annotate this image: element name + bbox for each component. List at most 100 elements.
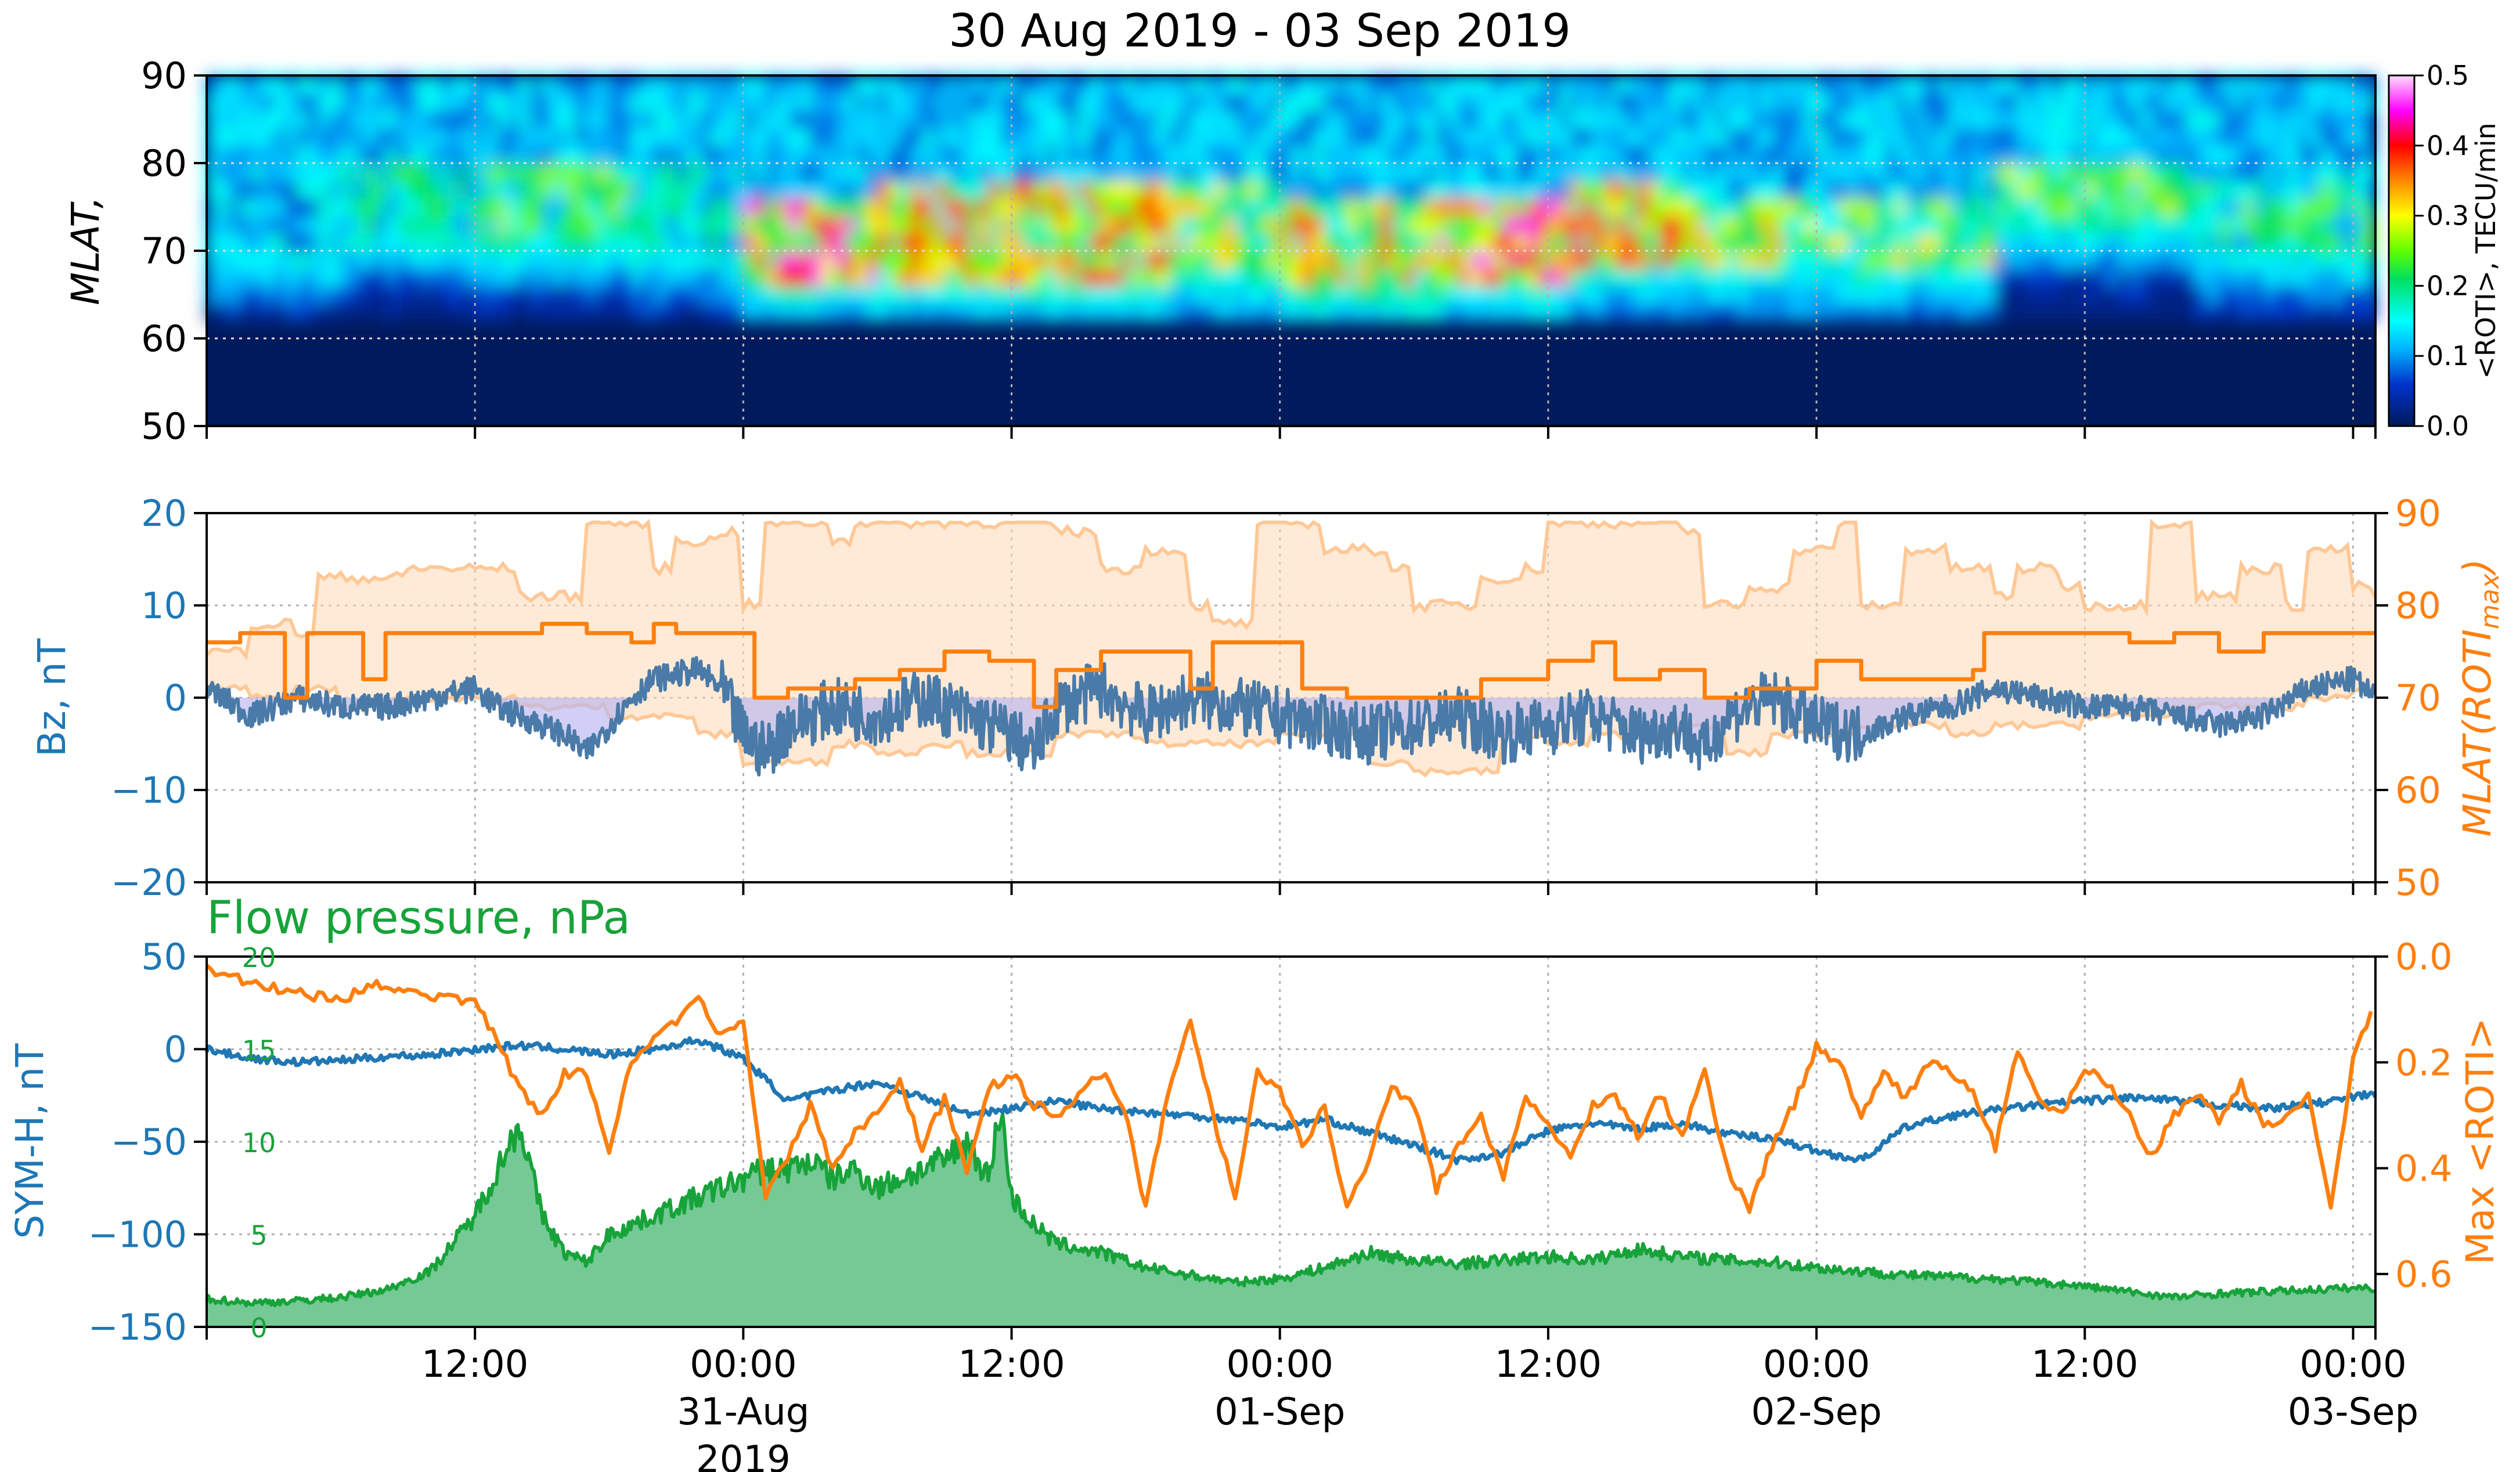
- heatmap-cell: [2196, 198, 2209, 217]
- heatmap-cell: [1201, 303, 1214, 322]
- heatmap-cell: [2040, 215, 2052, 234]
- heatmap-cell: [2163, 215, 2175, 234]
- heatmap-cell: [1190, 163, 1202, 182]
- heatmap-cell: [2297, 93, 2309, 111]
- heatmap-cell: [1861, 163, 1873, 182]
- heatmap-cell: [1604, 110, 1616, 129]
- heatmap-cell: [1347, 110, 1359, 129]
- heatmap-cell: [911, 233, 923, 251]
- heatmap-cell: [1492, 128, 1504, 146]
- heatmap-cell: [1224, 93, 1236, 111]
- heatmap-cell: [218, 268, 230, 287]
- heatmap-cell: [2040, 268, 2052, 287]
- heatmap-cell: [1369, 215, 1382, 234]
- heatmap-cell: [799, 286, 811, 304]
- heatmap-cell: [553, 215, 565, 234]
- heatmap-cell: [352, 303, 364, 322]
- heatmap-cell: [575, 128, 587, 146]
- heatmap-cell: [1592, 251, 1605, 269]
- heatmap-cell: [1268, 93, 1281, 111]
- heatmap-cell: [1045, 110, 1057, 129]
- heatmap-cell: [1481, 75, 1493, 94]
- heatmap-cell: [765, 145, 778, 164]
- heatmap-cell: [2040, 93, 2052, 111]
- heatmap-cell: [1749, 128, 1761, 146]
- heatmap-cell: [1257, 75, 1270, 94]
- heatmap-cell: [1470, 215, 1482, 234]
- heatmap-cell: [1715, 110, 1728, 129]
- heatmap-cell: [654, 181, 666, 199]
- heatmap-cell: [2342, 93, 2354, 111]
- heatmap-cell: [1581, 268, 1594, 287]
- heatmap-cell: [575, 198, 587, 217]
- heatmap-cell: [1727, 128, 1739, 146]
- heatmap-cell: [2163, 93, 2175, 111]
- heatmap-cell: [1704, 163, 1717, 182]
- heatmap-cell: [1190, 128, 1202, 146]
- heatmap-cell: [575, 75, 587, 94]
- heatmap-cell: [1358, 268, 1370, 287]
- heatmap-cell: [586, 75, 599, 94]
- heatmap-cell: [452, 128, 464, 146]
- heatmap-cell: [1973, 93, 1985, 111]
- heatmap-cell: [654, 145, 666, 164]
- heatmap-cell: [1715, 181, 1728, 199]
- heatmap-cell: [1928, 268, 1940, 287]
- heatmap-cell: [2319, 110, 2331, 129]
- heatmap-cell: [1660, 145, 1672, 164]
- heatmap-cell: [284, 163, 297, 182]
- heatmap-cell: [508, 251, 521, 269]
- heatmap-cell: [1000, 163, 1012, 182]
- heatmap-cell: [1112, 181, 1124, 199]
- heatmap-cell: [2017, 286, 2030, 304]
- heatmap-cell: [709, 163, 722, 182]
- heatmap-cell: [2163, 110, 2175, 129]
- heatmap-cell: [307, 163, 319, 182]
- heatmap-cell: [944, 251, 957, 269]
- heatmap-cell: [978, 215, 990, 234]
- heatmap-cell: [2163, 145, 2175, 164]
- heatmap-cell: [218, 215, 230, 234]
- heatmap-cell: [855, 181, 867, 199]
- colorbar-tick-label: 0.1: [2427, 340, 2469, 371]
- heatmap-cell: [1403, 251, 1415, 269]
- heatmap-cell: [2297, 286, 2309, 304]
- heatmap-cell: [1425, 75, 1437, 94]
- heatmap-cell: [341, 181, 353, 199]
- heatmap-cell: [1425, 163, 1437, 182]
- heatmap-cell: [329, 110, 342, 129]
- heatmap-cell: [866, 251, 878, 269]
- heatmap-cell: [1380, 303, 1393, 322]
- heatmap-cell: [598, 215, 610, 234]
- heatmap-cell: [1592, 128, 1605, 146]
- heatmap-cell: [352, 75, 364, 94]
- heatmap-cell: [207, 198, 219, 217]
- heatmap-cell: [441, 233, 453, 251]
- heatmap-cell: [1246, 110, 1259, 129]
- heatmap-cell: [229, 181, 241, 199]
- heatmap-cell: [1749, 233, 1761, 251]
- heatmap-cell: [2353, 110, 2365, 129]
- heatmap-cell: [1682, 75, 1695, 94]
- heatmap-cell: [1391, 251, 1404, 269]
- heatmap-cell: [1559, 110, 1571, 129]
- heatmap-cell: [1962, 110, 1974, 129]
- heatmap-cell: [676, 268, 688, 287]
- heatmap-cell: [1772, 145, 1784, 164]
- heatmap-cell: [1693, 163, 1706, 182]
- heatmap-cell: [1168, 233, 1180, 251]
- heatmap-cell: [1649, 128, 1661, 146]
- heatmap-cell: [1470, 268, 1482, 287]
- heatmap-cell: [463, 181, 476, 199]
- heatmap-cell: [218, 163, 230, 182]
- heatmap-cell: [2208, 268, 2220, 287]
- heatmap-cell: [843, 198, 856, 217]
- heatmap-cell: [1760, 268, 1773, 287]
- heatmap-cell: [1045, 215, 1057, 234]
- heatmap-cell: [1581, 181, 1594, 199]
- heatmap-cell: [575, 215, 587, 234]
- heatmap-cell: [732, 233, 744, 251]
- heatmap-cell: [1548, 93, 1560, 111]
- heatmap-cell: [1011, 181, 1023, 199]
